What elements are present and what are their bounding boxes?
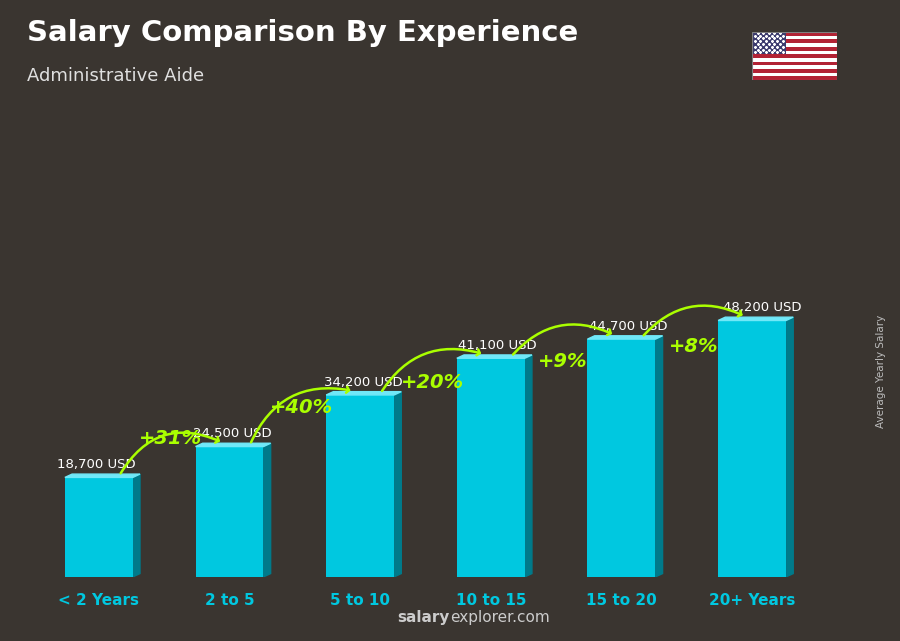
- Polygon shape: [786, 317, 793, 577]
- Bar: [752, 32, 837, 36]
- Bar: [195, 447, 264, 577]
- Text: explorer.com: explorer.com: [450, 610, 550, 625]
- Bar: [752, 69, 837, 72]
- Text: Salary Comparison By Experience: Salary Comparison By Experience: [27, 19, 578, 47]
- Polygon shape: [718, 317, 793, 320]
- Bar: [752, 43, 837, 47]
- Bar: [752, 76, 837, 80]
- Polygon shape: [195, 443, 271, 447]
- Bar: [752, 72, 837, 76]
- Text: 34,200 USD: 34,200 USD: [324, 376, 402, 388]
- Bar: [457, 358, 525, 577]
- Text: +20%: +20%: [400, 372, 464, 392]
- Bar: [752, 54, 837, 58]
- Bar: [752, 65, 837, 69]
- Text: 24,500 USD: 24,500 USD: [193, 427, 272, 440]
- Bar: [752, 51, 837, 54]
- Bar: [752, 62, 837, 65]
- Bar: [588, 339, 655, 577]
- Polygon shape: [65, 474, 140, 478]
- Polygon shape: [655, 336, 662, 577]
- Polygon shape: [133, 474, 140, 577]
- Polygon shape: [264, 443, 271, 577]
- Text: +40%: +40%: [270, 398, 333, 417]
- Bar: [752, 47, 837, 51]
- Text: +31%: +31%: [140, 429, 202, 448]
- Bar: [718, 320, 786, 577]
- Bar: [752, 32, 786, 54]
- Bar: [752, 58, 837, 62]
- Polygon shape: [326, 392, 401, 395]
- Bar: [326, 395, 394, 577]
- Bar: [752, 36, 837, 40]
- Text: +8%: +8%: [669, 337, 718, 356]
- Text: +9%: +9%: [538, 352, 588, 371]
- Text: 41,100 USD: 41,100 USD: [458, 339, 536, 352]
- Text: 18,700 USD: 18,700 USD: [57, 458, 136, 471]
- Bar: [65, 478, 133, 577]
- Text: 48,200 USD: 48,200 USD: [724, 301, 802, 314]
- Polygon shape: [588, 336, 662, 339]
- Text: Average Yearly Salary: Average Yearly Salary: [877, 315, 886, 428]
- Text: salary: salary: [398, 610, 450, 625]
- Bar: [752, 40, 837, 43]
- Polygon shape: [394, 392, 401, 577]
- Text: 44,700 USD: 44,700 USD: [589, 320, 667, 333]
- Polygon shape: [457, 355, 532, 358]
- Text: Administrative Aide: Administrative Aide: [27, 67, 204, 85]
- Polygon shape: [525, 355, 532, 577]
